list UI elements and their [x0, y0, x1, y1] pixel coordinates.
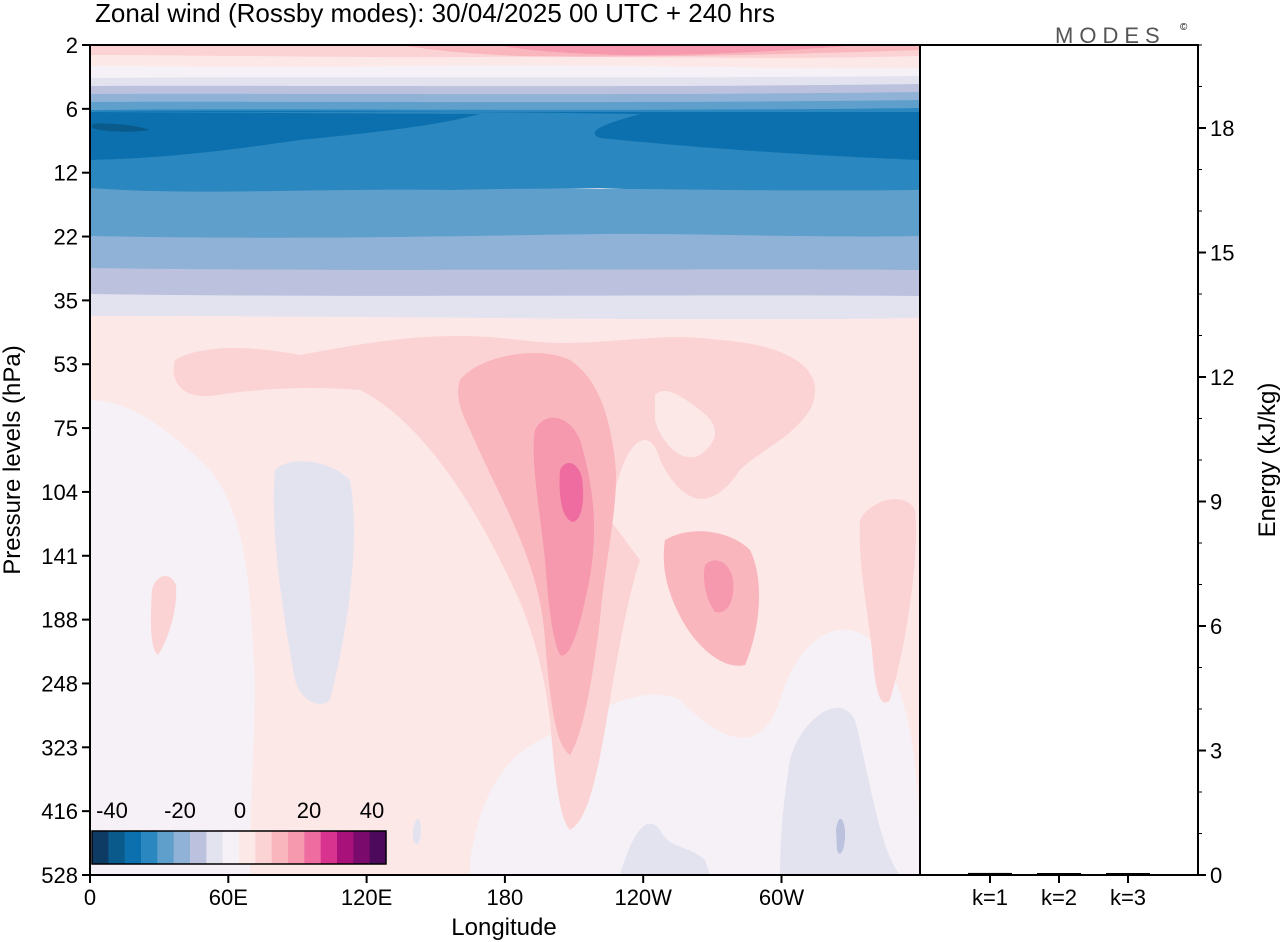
chart-title: Zonal wind (Rossby modes): 30/04/2025 00… — [95, 0, 775, 28]
band-neg-strong — [90, 111, 920, 160]
energy-bar — [1106, 873, 1150, 875]
colorbar-tick-label: -20 — [164, 798, 196, 823]
pressure-tick-label: 528 — [41, 863, 78, 888]
trop-neg-blob-3 — [620, 823, 710, 875]
wind-heatmap — [90, 45, 920, 875]
band-neg-strong-left — [90, 112, 480, 160]
pressure-tick-label: 2 — [66, 33, 78, 58]
energy-tick-label: 6 — [1210, 614, 1222, 639]
pressure-tick-label: 323 — [41, 735, 78, 760]
longitude-tick-label: 60E — [209, 885, 248, 910]
longitude-tick-label: 0 — [84, 885, 96, 910]
colorbar-swatch — [141, 831, 158, 864]
energy-panel: 0 3 6 9 12 15 18 k=1 k=2 k=3 Energy (kJ/kg) — [919, 44, 1280, 910]
jet-level-1-small — [150, 575, 177, 655]
energy-tick-label: 12 — [1210, 365, 1234, 390]
pressure-tick-label: 141 — [41, 544, 78, 569]
colorbar-swatch — [304, 831, 322, 864]
trop-neg-blob-2 — [780, 707, 900, 875]
longitude-tick-label: 180 — [487, 885, 524, 910]
colorbar-tick-labels: -40 -20 0 20 40 — [96, 798, 384, 823]
band-neg-lower-2 — [90, 268, 920, 299]
energy-bars — [968, 872, 1150, 875]
band-neg-1 — [90, 76, 920, 89]
energy-bar — [968, 872, 1012, 875]
energy-tick-label: 15 — [1210, 241, 1234, 266]
colorbar-swatch — [173, 831, 191, 864]
trop-weak-neg-left — [90, 400, 255, 875]
energy-frame — [919, 44, 1199, 876]
longitude-tick-label: 120E — [341, 885, 392, 910]
pressure-tick-label: 12 — [54, 161, 78, 186]
pressure-tick-label: 248 — [41, 671, 78, 696]
energy-category-label: k=3 — [1110, 885, 1146, 910]
colorbar — [91, 830, 387, 865]
colorbar-swatch — [271, 831, 289, 864]
jet-level-1 — [173, 335, 816, 684]
pressure-tick-label: 104 — [41, 480, 78, 505]
energy-tick-label: 0 — [1210, 863, 1222, 888]
band-neg-lower — [90, 233, 920, 272]
small-blob-2 — [836, 818, 846, 854]
energy-x-ticks: k=1 k=2 k=3 — [972, 875, 1146, 910]
energy-tick-label: 9 — [1210, 490, 1222, 515]
colorbar-swatch — [239, 831, 256, 864]
band-neg-mid — [90, 188, 920, 239]
energy-category-label: k=2 — [1041, 885, 1077, 910]
brand-trademark: © — [1180, 22, 1188, 33]
energy-bar — [1037, 873, 1081, 875]
jet-weak-patch — [655, 390, 715, 458]
pressure-tick-label: 188 — [41, 608, 78, 633]
colorbar-tick-label: -40 — [96, 798, 128, 823]
pressure-tick-label: 75 — [54, 416, 78, 441]
pressure-tick-label: 6 — [66, 97, 78, 122]
jet-level-4 — [559, 463, 584, 522]
colorbar-swatch — [124, 831, 142, 864]
colorbar-swatch — [157, 831, 175, 864]
longitude-tick-label: 120W — [614, 885, 672, 910]
colorbar-swatch — [222, 831, 240, 864]
longitude-tick-label: 60W — [759, 885, 804, 910]
brand-logo: MODES — [1055, 23, 1166, 48]
colorbar-swatch — [369, 831, 387, 864]
pressure-axis-label: Pressure levels (hPa) — [0, 345, 26, 574]
colorbar-swatch — [288, 831, 305, 864]
jet-level-1-right — [859, 499, 916, 703]
energy-y-ticks: 0 3 6 9 12 15 18 — [1198, 44, 1234, 888]
pressure-y-ticks: 2 6 12 22 35 53 75 104 141 188 248 323 416 528 — [41, 33, 90, 888]
small-blob — [413, 818, 421, 845]
colorbar-swatch — [337, 831, 354, 864]
energy-axis-label: Energy (kJ/kg) — [1254, 383, 1280, 538]
colorbar-tick-label: 0 — [234, 798, 246, 823]
trop-neg-blob-1 — [273, 461, 354, 704]
colorbar-swatch — [190, 831, 207, 864]
pressure-tick-label: 416 — [41, 799, 78, 824]
colorbar-tick-label: 20 — [297, 798, 321, 823]
energy-tick-label: 3 — [1210, 739, 1222, 764]
colorbar-swatch — [255, 831, 273, 864]
longitude-x-ticks: 0 60E 120E 180 120W 60W — [84, 875, 804, 910]
pressure-tick-label: 22 — [54, 225, 78, 250]
band-neg-3 — [90, 92, 920, 105]
band-neg-2 — [90, 84, 920, 97]
colorbar-swatch — [320, 831, 338, 864]
colorbar-swatch — [108, 831, 126, 864]
pressure-tick-label: 53 — [54, 352, 78, 377]
pressure-tick-label: 35 — [54, 288, 78, 313]
band-neg-max — [92, 123, 150, 132]
colorbar-swatch — [353, 831, 371, 864]
longitude-axis-label: Longitude — [451, 914, 556, 941]
energy-tick-label: 18 — [1210, 116, 1234, 141]
band-pos-top-4 — [500, 45, 860, 56]
colorbar-swatch — [92, 831, 109, 864]
jet-level-3-right — [704, 560, 734, 613]
band-neg-lower-3 — [90, 294, 920, 320]
colorbar-frame — [91, 830, 387, 865]
colorbar-swatch — [206, 831, 224, 864]
energy-category-label: k=1 — [972, 885, 1008, 910]
colorbar-tick-label: 40 — [360, 798, 384, 823]
